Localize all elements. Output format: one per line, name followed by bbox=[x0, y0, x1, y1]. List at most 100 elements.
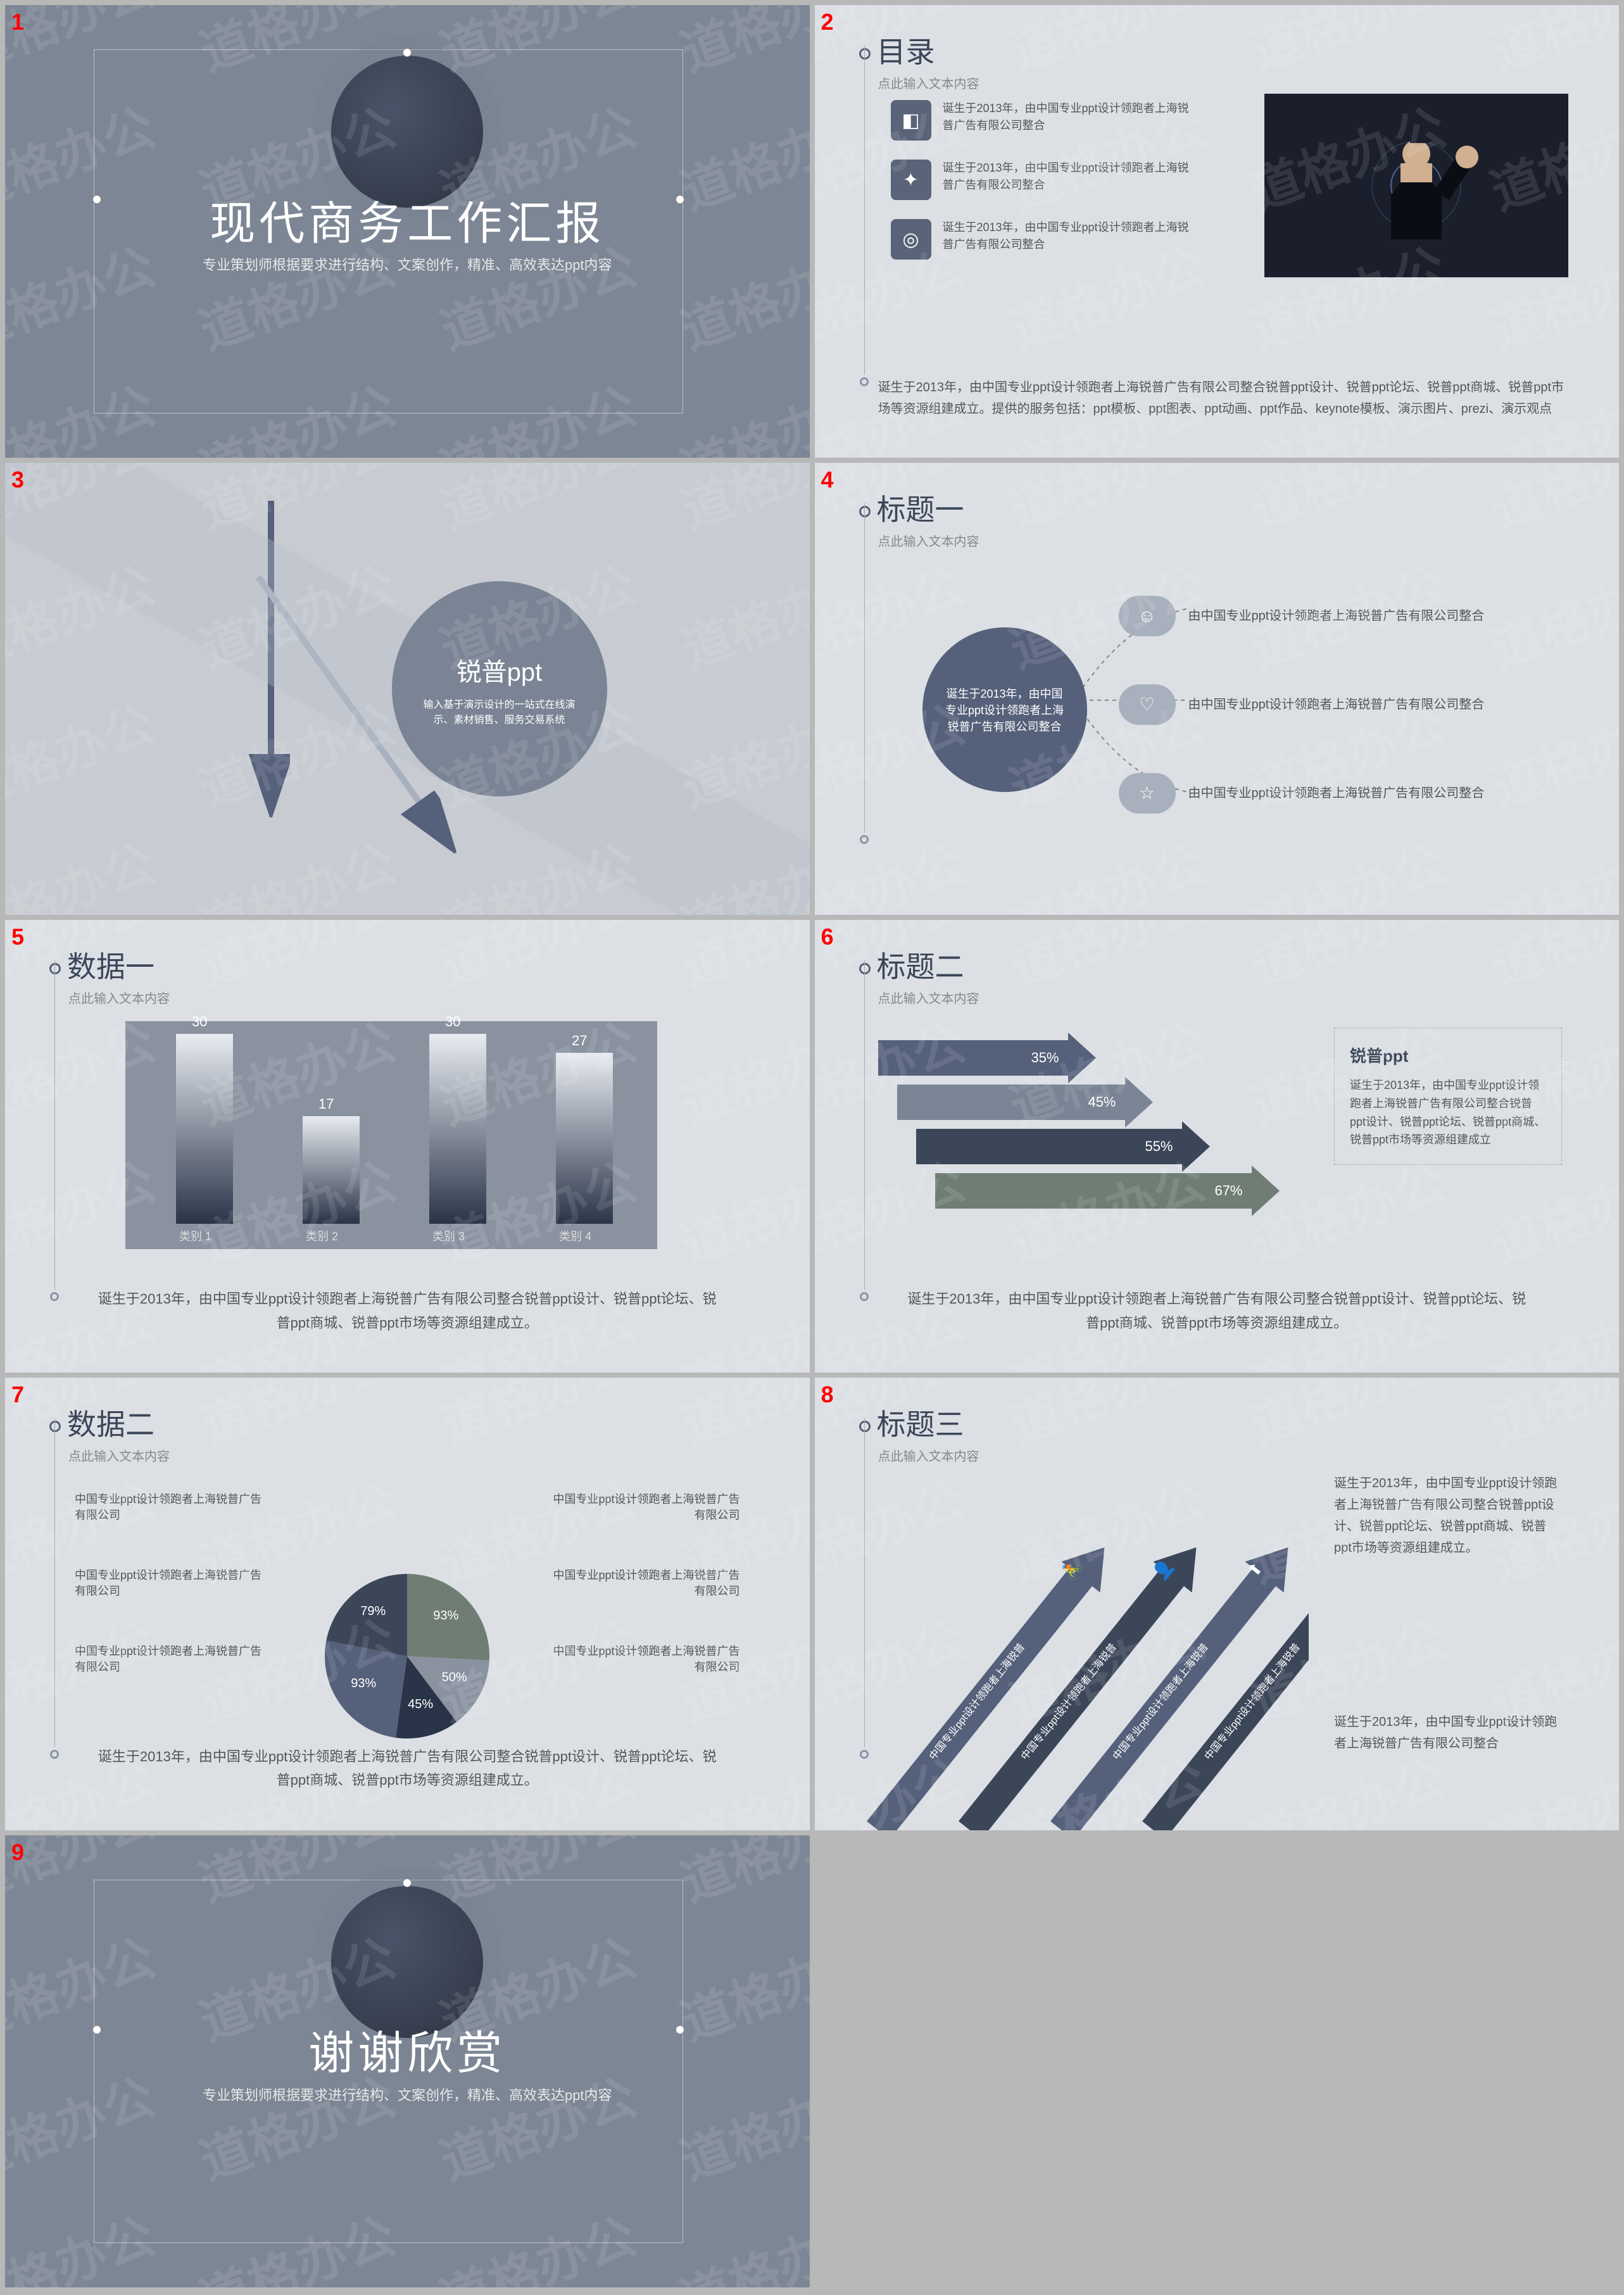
branch-text: 由中国专业ppt设计领跑者上海锐普广告有限公司整合 bbox=[1188, 607, 1485, 626]
dot-decoration bbox=[403, 48, 412, 57]
slide-number: 5 bbox=[11, 924, 24, 950]
side-text: 诞生于2013年，由中国专业ppt设计领跑者上海锐普广告有限公司整合锐普ppt设… bbox=[1350, 1076, 1546, 1149]
branch-text: 由中国专业ppt设计领跑者上海锐普广告有限公司整合 bbox=[1188, 784, 1485, 803]
toc-list: ◧ 诞生于2013年，由中国专业ppt设计领跑者上海锐普广告有限公司整合 ✦ 诞生于… bbox=[891, 100, 1195, 279]
branch-item: ☺ 由中国专业ppt设计领跑者上海锐普广告有限公司整合 bbox=[1119, 596, 1511, 636]
slide-header: 目录 点此输入文本内容 bbox=[859, 29, 979, 92]
slide-number: 8 bbox=[821, 1381, 834, 1408]
cloud-icon: ☆ bbox=[1119, 773, 1176, 814]
circle-sub: 输入基于演示设计的一站式在线演示、素材销售、服务交易系统 bbox=[392, 696, 607, 726]
slide-header: 数据二点此输入文本内容 bbox=[49, 1402, 170, 1464]
pie-label: 中国专业ppt设计领跑者上海锐普广告有限公司 bbox=[550, 1492, 740, 1523]
svg-text:中国专业ppt设计领跑者上海锐普: 中国专业ppt设计领跑者上海锐普 bbox=[927, 1641, 1027, 1762]
toc-item: ✦ 诞生于2013年，由中国专业ppt设计领跑者上海锐普广告有限公司整合 bbox=[891, 160, 1195, 200]
center-bubble: 诞生于2013年，由中国专业ppt设计领跑者上海锐普广告有限公司整合 bbox=[922, 627, 1087, 792]
toc-icon: ◧ bbox=[891, 100, 931, 141]
pie-label: 中国专业ppt设计领跑者上海锐普广告有限公司 bbox=[75, 1492, 265, 1523]
slide-subtitle: 点此输入文本内容 bbox=[68, 1446, 170, 1464]
subtitle: 专业策划师根据要求进行结构、文案创作，精准、高效表达ppt内容 bbox=[126, 254, 689, 274]
footer-text: 诞生于2013年，由中国专业ppt设计领跑者上海锐普广告有限公司整合锐普ppt设… bbox=[94, 1287, 721, 1335]
slide-subtitle: 点此输入文本内容 bbox=[878, 531, 979, 550]
cloud-icon: ☺ bbox=[1119, 596, 1176, 636]
hero-image bbox=[1264, 94, 1568, 277]
pie-chart: 93% 50% 45% 93% 79% bbox=[318, 1568, 496, 1745]
side-panel: 锐普ppt 诞生于2013年，由中国专业ppt设计领跑者上海锐普广告有限公司整合… bbox=[1334, 1028, 1562, 1165]
svg-text:79%: 79% bbox=[360, 1604, 386, 1618]
slide-8: 8 标题三点此输入文本内容 中国专业ppt设计领跑者上海锐普🚴中国专业ppt设计… bbox=[815, 1378, 1620, 1830]
dot-decoration bbox=[92, 2025, 101, 2034]
arrow-bars: 35%45%55%67% bbox=[878, 1040, 1280, 1217]
diagonal-arrows: 中国专业ppt设计领跑者上海锐普🚴中国专业ppt设计领跑者上海锐普👤中国专业pp… bbox=[853, 1526, 1309, 1830]
slide-subtitle: 点此输入文本内容 bbox=[878, 1446, 979, 1464]
footer-text: 诞生于2013年，由中国专业ppt设计领跑者上海锐普广告有限公司整合锐普ppt设… bbox=[878, 377, 1569, 420]
pie-label: 中国专业ppt设计领跑者上海锐普广告有限公司 bbox=[75, 1568, 265, 1599]
slide-title: 目录 bbox=[877, 29, 935, 71]
slide-grid: 1 现代商务工作汇报 专业策划师根据要求进行结构、文案创作，精准、高效表达ppt… bbox=[0, 0, 1624, 2292]
slide-3: 3 锐普ppt 输入基于演示设计的一站式在线演示、素材销售、服务交易系统 道格办… bbox=[5, 463, 810, 915]
slide-number: 7 bbox=[11, 1381, 24, 1408]
center-circle: 锐普ppt 输入基于演示设计的一站式在线演示、素材销售、服务交易系统 bbox=[392, 581, 607, 796]
slide-number: 9 bbox=[11, 1839, 24, 1866]
dot-decoration bbox=[92, 195, 101, 204]
slide-1: 1 现代商务工作汇报 专业策划师根据要求进行结构、文案创作，精准、高效表达ppt… bbox=[5, 5, 810, 458]
slide-header: 数据一点此输入文本内容 bbox=[49, 944, 170, 1007]
dot-decoration bbox=[403, 1878, 412, 1887]
svg-text:50%: 50% bbox=[442, 1671, 467, 1685]
branch-item: ♡ 由中国专业ppt设计领跑者上海锐普广告有限公司整合 bbox=[1119, 684, 1511, 725]
side-text-2: 诞生于2013年，由中国专业ppt设计领跑者上海锐普广告有限公司整合 bbox=[1334, 1711, 1562, 1754]
side-text-1: 诞生于2013年，由中国专业ppt设计领跑者上海锐普广告有限公司整合锐普ppt设… bbox=[1334, 1473, 1562, 1559]
svg-text:中国专业ppt设计领跑者上海锐普: 中国专业ppt设计领跑者上海锐普 bbox=[1111, 1641, 1211, 1762]
bar-chart: 30类别 117类别 230类别 327类别 4 bbox=[125, 1021, 657, 1249]
toc-item: ◧ 诞生于2013年，由中国专业ppt设计领跑者上海锐普广告有限公司整合 bbox=[891, 100, 1195, 141]
slide-5: 5 数据一点此输入文本内容 30类别 117类别 230类别 327类别 4 诞… bbox=[5, 920, 810, 1373]
toc-icon: ✦ bbox=[891, 160, 931, 200]
slide-title: 数据二 bbox=[67, 1402, 154, 1443]
slide-6: 6 标题二点此输入文本内容 35%45%55%67% 锐普ppt 诞生于2013… bbox=[815, 920, 1620, 1373]
side-title: 锐普ppt bbox=[1350, 1043, 1546, 1070]
slide-subtitle: 点此输入文本内容 bbox=[878, 988, 979, 1007]
branch-item: ☆ 由中国专业ppt设计领跑者上海锐普广告有限公司整合 bbox=[1119, 773, 1511, 814]
footer-text: 诞生于2013年，由中国专业ppt设计领跑者上海锐普广告有限公司整合锐普ppt设… bbox=[94, 1745, 721, 1792]
slide-number: 3 bbox=[11, 467, 24, 493]
title-circle bbox=[331, 56, 483, 208]
svg-text:93%: 93% bbox=[351, 1676, 376, 1690]
svg-text:中国专业ppt设计领跑者上海锐普: 中国专业ppt设计领跑者上海锐普 bbox=[1202, 1641, 1302, 1762]
slide-number: 2 bbox=[821, 9, 834, 35]
toc-text: 诞生于2013年，由中国专业ppt设计领跑者上海锐普广告有限公司整合 bbox=[943, 100, 1195, 134]
toc-text: 诞生于2013年，由中国专业ppt设计领跑者上海锐普广告有限公司整合 bbox=[943, 219, 1195, 253]
pie-label: 中国专业ppt设计领跑者上海锐普广告有限公司 bbox=[550, 1644, 740, 1675]
slide-7: 7 数据二点此输入文本内容 93% 50% 45% 93% 79% 中国专业ppt设计领… bbox=[5, 1378, 810, 1830]
cloud-icon: ♡ bbox=[1119, 684, 1176, 725]
toc-icon: ◎ bbox=[891, 219, 931, 260]
slide-header: 标题一 点此输入文本内容 bbox=[859, 487, 979, 550]
svg-text:93%: 93% bbox=[434, 1609, 459, 1623]
toc-item: ◎ 诞生于2013年，由中国专业ppt设计领跑者上海锐普广告有限公司整合 bbox=[891, 219, 1195, 260]
slide-subtitle: 点此输入文本内容 bbox=[878, 73, 979, 92]
slide-4: 4 标题一 点此输入文本内容 诞生于2013年，由中国专业ppt设计领跑者上海锐… bbox=[815, 463, 1620, 915]
slide-title: 标题一 bbox=[877, 487, 964, 529]
slide-header: 标题二点此输入文本内容 bbox=[859, 944, 979, 1007]
title-circle bbox=[331, 1886, 483, 2038]
slide-title: 标题三 bbox=[877, 1402, 964, 1443]
dot-decoration bbox=[676, 2025, 684, 2034]
toc-text: 诞生于2013年，由中国专业ppt设计领跑者上海锐普广告有限公司整合 bbox=[943, 160, 1195, 194]
slide-subtitle: 点此输入文本内容 bbox=[68, 988, 170, 1007]
dot-decoration bbox=[676, 195, 684, 204]
slide-title: 数据一 bbox=[67, 944, 154, 986]
slide-header: 标题三点此输入文本内容 bbox=[859, 1402, 979, 1464]
svg-text:中国专业ppt设计领跑者上海锐普: 中国专业ppt设计领跑者上海锐普 bbox=[1019, 1641, 1119, 1762]
main-title: 谢谢欣赏 bbox=[308, 2016, 506, 2082]
circle-title: 锐普ppt bbox=[456, 651, 543, 688]
footer-text: 诞生于2013年，由中国专业ppt设计领跑者上海锐普广告有限公司整合锐普ppt设… bbox=[903, 1287, 1531, 1335]
slide-number: 1 bbox=[11, 9, 24, 35]
pie-label: 中国专业ppt设计领跑者上海锐普广告有限公司 bbox=[75, 1644, 265, 1675]
slide-2: 2 目录 点此输入文本内容 ◧ 诞生于2013年，由中国专业ppt设计领跑者上海锐… bbox=[815, 5, 1620, 458]
svg-text:45%: 45% bbox=[408, 1697, 433, 1711]
branch-text: 由中国专业ppt设计领跑者上海锐普广告有限公司整合 bbox=[1188, 695, 1485, 714]
main-title: 现代商务工作汇报 bbox=[210, 186, 605, 253]
subtitle: 专业策划师根据要求进行结构、文案创作，精准、高效表达ppt内容 bbox=[126, 2084, 689, 2104]
pie-label: 中国专业ppt设计领跑者上海锐普广告有限公司 bbox=[550, 1568, 740, 1599]
slide-9: 9 谢谢欣赏 专业策划师根据要求进行结构、文案创作，精准、高效表达ppt内容 道… bbox=[5, 1835, 810, 2288]
center-text: 诞生于2013年，由中国专业ppt设计领跑者上海锐普广告有限公司整合 bbox=[941, 685, 1068, 734]
slide-number: 6 bbox=[821, 924, 834, 950]
